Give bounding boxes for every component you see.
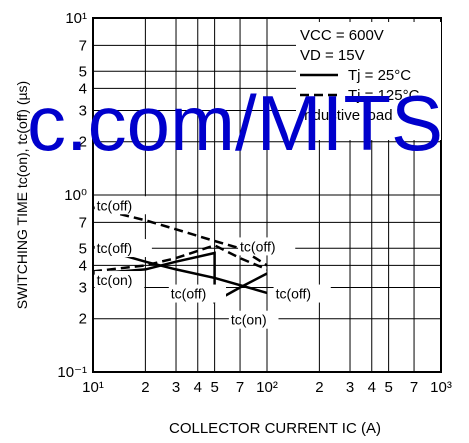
curve-label-bg-3 xyxy=(94,271,145,290)
curve-label-0: tc(off) xyxy=(97,197,133,213)
x-axis-label: COLLECTOR CURRENT IC (A) xyxy=(169,420,381,437)
legend-box xyxy=(296,22,441,140)
y-tick-label-8: 3 xyxy=(79,103,87,120)
legend-condition-1: VD = 15V xyxy=(300,47,365,64)
plot-frame xyxy=(92,17,442,373)
y-tick-label-9: 4 xyxy=(79,80,87,97)
y-tick-label-3: 4 xyxy=(79,257,87,274)
curve-label-bg-5 xyxy=(273,284,331,303)
curve-label-1: tc(off) xyxy=(97,240,133,256)
x-tick-label-5: 7 xyxy=(236,379,244,396)
y-tick-label-10: 5 xyxy=(79,63,87,80)
legend-entry-1: Tj = 125°C xyxy=(348,87,420,104)
curve-label-bg-2 xyxy=(238,237,296,256)
curve-label-bg-6 xyxy=(228,310,279,329)
x-tick-label-1: 2 xyxy=(141,379,149,396)
y-tick-label-11: 7 xyxy=(79,37,87,54)
curve-label-bg-1 xyxy=(94,239,152,258)
legend-note: Inductive load xyxy=(300,107,393,124)
curve-label-3: tc(on) xyxy=(97,272,133,288)
y-tick-label-7: 2 xyxy=(79,134,87,151)
watermark-text: c.com/MITS xyxy=(27,79,443,167)
x-tick-label-3: 4 xyxy=(194,379,202,396)
y-tick-label-4: 5 xyxy=(79,240,87,257)
x-tick-labels: 10¹ 2 3 4 5 7 10² 2 3 4 5 7 10³ xyxy=(82,379,452,396)
x-tick-label-11: 7 xyxy=(410,379,418,396)
curve-label-5: tc(off) xyxy=(276,286,312,302)
curve-labels: tc(off) tc(off) tc(off) tc(on) tc(off) tc(off… xyxy=(94,196,331,329)
series-line-2 xyxy=(92,251,268,304)
y-axis-label: SWITCHING TIME tc(on), tc(off) (µs) xyxy=(14,81,30,309)
legend-entry-0: Tj = 25°C xyxy=(348,67,411,84)
x-tick-label-2: 3 xyxy=(172,379,180,396)
y-tick-label-0: 10⁻¹ xyxy=(57,364,87,381)
y-tick-label-6: 10⁰ xyxy=(64,187,87,204)
curve-label-bg-4 xyxy=(168,284,227,303)
x-tick-label-9: 4 xyxy=(368,379,376,396)
legend-condition-0: VCC = 600V xyxy=(300,27,384,44)
y-tick-label-12: 10¹ xyxy=(65,10,87,27)
y-tick-label-2: 3 xyxy=(79,280,87,297)
curve-label-2: tc(off) xyxy=(240,238,276,254)
curve-label-4: tc(off) xyxy=(171,286,207,302)
x-tick-label-4: 5 xyxy=(210,379,218,396)
series-line-3 xyxy=(92,243,268,273)
x-tick-label-0: 10¹ xyxy=(82,379,104,396)
y-tick-label-5: 7 xyxy=(79,214,87,231)
x-tick-label-8: 3 xyxy=(346,379,354,396)
curve-label-6: tc(on) xyxy=(231,312,267,328)
x-tick-label-10: 5 xyxy=(384,379,392,396)
y-tick-label-1: 2 xyxy=(79,311,87,328)
x-tick-label-6: 10² xyxy=(256,379,278,396)
x-tick-label-7: 2 xyxy=(315,379,323,396)
x-tick-label-12: 10³ xyxy=(430,379,452,396)
legend: VCC = 600V VD = 15V Tj = 25°C Tj = 125°C Ind… xyxy=(296,22,441,140)
curve-label-bg-0 xyxy=(94,196,152,215)
